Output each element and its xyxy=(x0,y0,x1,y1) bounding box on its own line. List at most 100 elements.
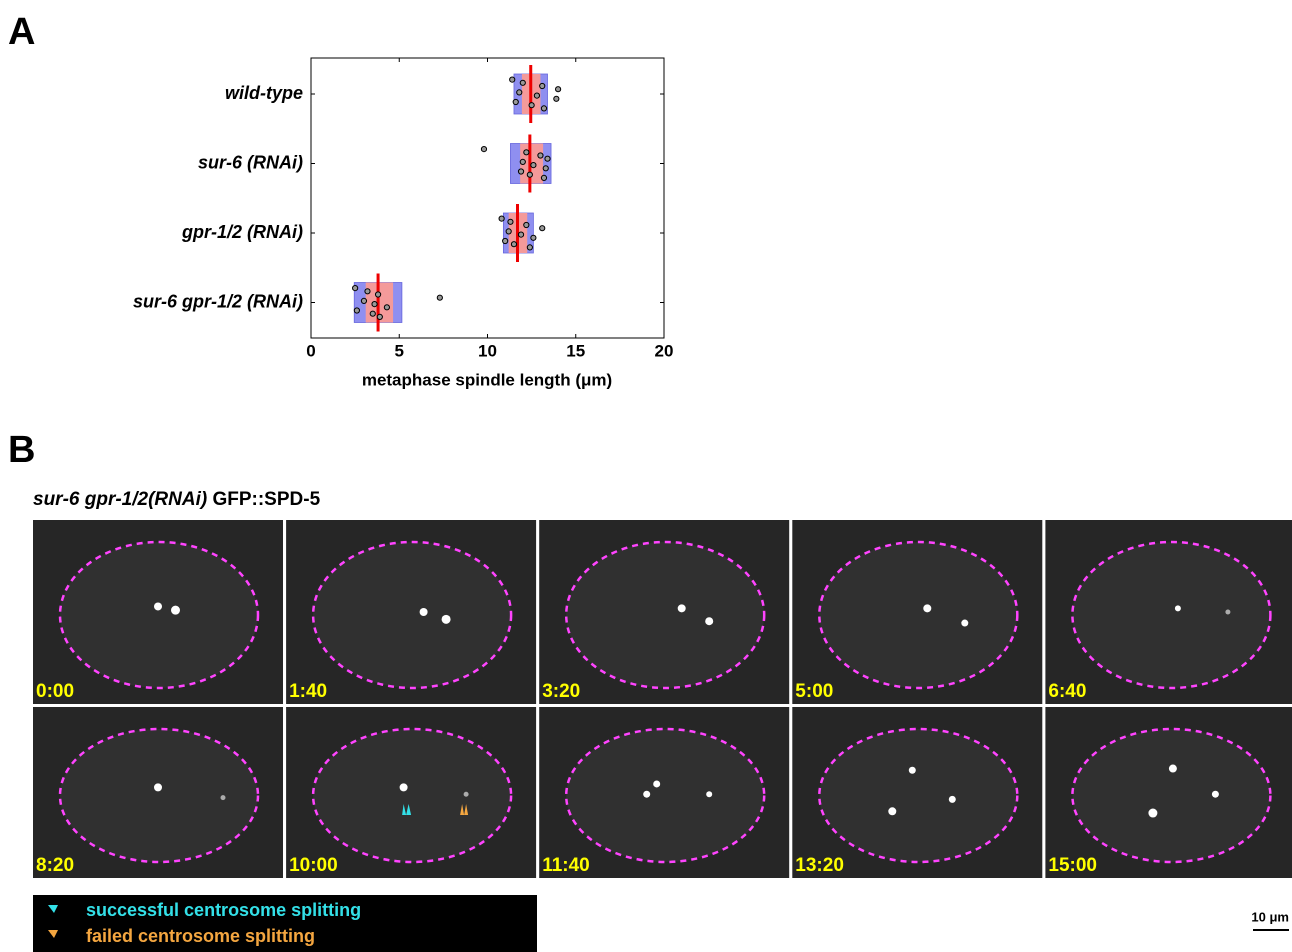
cell-outline xyxy=(313,542,511,688)
centrosome xyxy=(154,783,162,791)
data-point xyxy=(543,166,548,171)
x-tick-label: 15 xyxy=(566,341,585,360)
centrosome xyxy=(923,604,931,612)
x-tick-label: 5 xyxy=(395,341,404,360)
data-point xyxy=(506,229,511,234)
category-label: sur-6 gpr-1/2 (RNAi) xyxy=(133,291,303,311)
centrosome xyxy=(1175,605,1181,611)
data-point xyxy=(437,295,442,300)
cell-outline xyxy=(313,729,511,862)
panel-label: B xyxy=(8,429,35,471)
centrosome xyxy=(442,615,451,624)
title-rest: GFP::SPD-5 xyxy=(212,489,320,510)
data-point xyxy=(524,222,529,227)
category-label: wild-type xyxy=(225,83,303,103)
data-point xyxy=(518,169,523,174)
data-point xyxy=(508,219,513,224)
data-point xyxy=(534,93,539,98)
data-point xyxy=(517,90,522,95)
x-tick-label: 0 xyxy=(306,341,315,360)
data-point xyxy=(520,80,525,85)
data-point xyxy=(518,232,523,237)
cell-outline xyxy=(566,729,764,862)
timestamp: 6:40 xyxy=(1048,681,1086,702)
data-point xyxy=(531,235,536,240)
data-point xyxy=(538,153,543,158)
panel-title: sur-6 gpr-1/2(RNAi) GFP::SPD-5 xyxy=(33,489,321,510)
panel-label: A xyxy=(8,11,35,53)
data-point xyxy=(503,238,508,243)
data-point xyxy=(384,305,389,310)
centrosome xyxy=(961,620,968,627)
timestamp: 3:20 xyxy=(542,681,580,702)
x-tick-label: 20 xyxy=(655,341,674,360)
centrosome xyxy=(1225,610,1230,615)
centrosome xyxy=(1212,791,1219,798)
figure: A B metaphase spindle length (μm) sur-6 … xyxy=(0,0,1292,952)
cell-outline xyxy=(566,542,764,688)
centrosome xyxy=(909,767,916,774)
cell-outline xyxy=(819,542,1017,688)
data-point xyxy=(377,314,382,319)
cell-outline xyxy=(1072,542,1270,688)
data-point xyxy=(545,156,550,161)
data-point xyxy=(524,150,529,155)
timestamp: 15:00 xyxy=(1048,855,1097,876)
centrosome xyxy=(171,606,180,615)
scale-bar-label: 10 μm xyxy=(1251,909,1289,924)
centrosome xyxy=(643,791,650,798)
legend-text: successful centrosome splitting xyxy=(86,900,361,920)
data-point xyxy=(540,226,545,231)
data-point xyxy=(541,106,546,111)
data-point xyxy=(370,311,375,316)
data-point xyxy=(365,289,370,294)
legend-text: failed centrosome splitting xyxy=(86,926,315,946)
centrosome xyxy=(221,795,226,800)
data-point xyxy=(361,298,366,303)
x-tick-label: 10 xyxy=(478,341,497,360)
centrosome xyxy=(949,796,956,803)
data-point xyxy=(556,87,561,92)
timestamp: 1:40 xyxy=(289,681,327,702)
data-point xyxy=(527,172,532,177)
cell-outline xyxy=(60,729,258,862)
cell-outline xyxy=(1072,729,1270,862)
centrosome xyxy=(464,792,469,797)
cell-outline xyxy=(60,542,258,688)
data-point xyxy=(372,302,377,307)
centrosome xyxy=(706,791,712,797)
data-point xyxy=(531,163,536,168)
centrosome xyxy=(678,604,686,612)
centrosome xyxy=(154,602,162,610)
centrosome xyxy=(705,617,713,625)
centrosome xyxy=(1169,765,1177,773)
timestamp: 10:00 xyxy=(289,855,338,876)
data-point xyxy=(540,83,545,88)
data-point xyxy=(529,103,534,108)
title-italic: sur-6 gpr-1/2(RNAi) xyxy=(33,489,207,510)
data-point xyxy=(520,159,525,164)
data-point xyxy=(375,292,380,297)
data-point xyxy=(354,308,359,313)
timestamp: 5:00 xyxy=(795,681,833,702)
data-point xyxy=(481,147,486,152)
timestamp: 8:20 xyxy=(36,855,74,876)
timestamp: 11:40 xyxy=(542,855,590,876)
timestamp: 0:00 xyxy=(36,681,74,702)
centrosome xyxy=(888,807,896,815)
data-point xyxy=(353,286,358,291)
data-point xyxy=(511,242,516,247)
centrosome xyxy=(400,783,408,791)
x-axis-label: metaphase spindle length (μm) xyxy=(362,370,612,389)
centrosome xyxy=(1148,809,1157,818)
data-point xyxy=(510,77,515,82)
category-label: gpr-1/2 (RNAi) xyxy=(181,222,303,242)
data-point xyxy=(499,216,504,221)
data-point xyxy=(541,175,546,180)
data-point xyxy=(513,99,518,104)
centrosome xyxy=(420,608,428,616)
data-point xyxy=(554,96,559,101)
cell-outline xyxy=(819,729,1017,862)
centrosome xyxy=(653,780,660,787)
